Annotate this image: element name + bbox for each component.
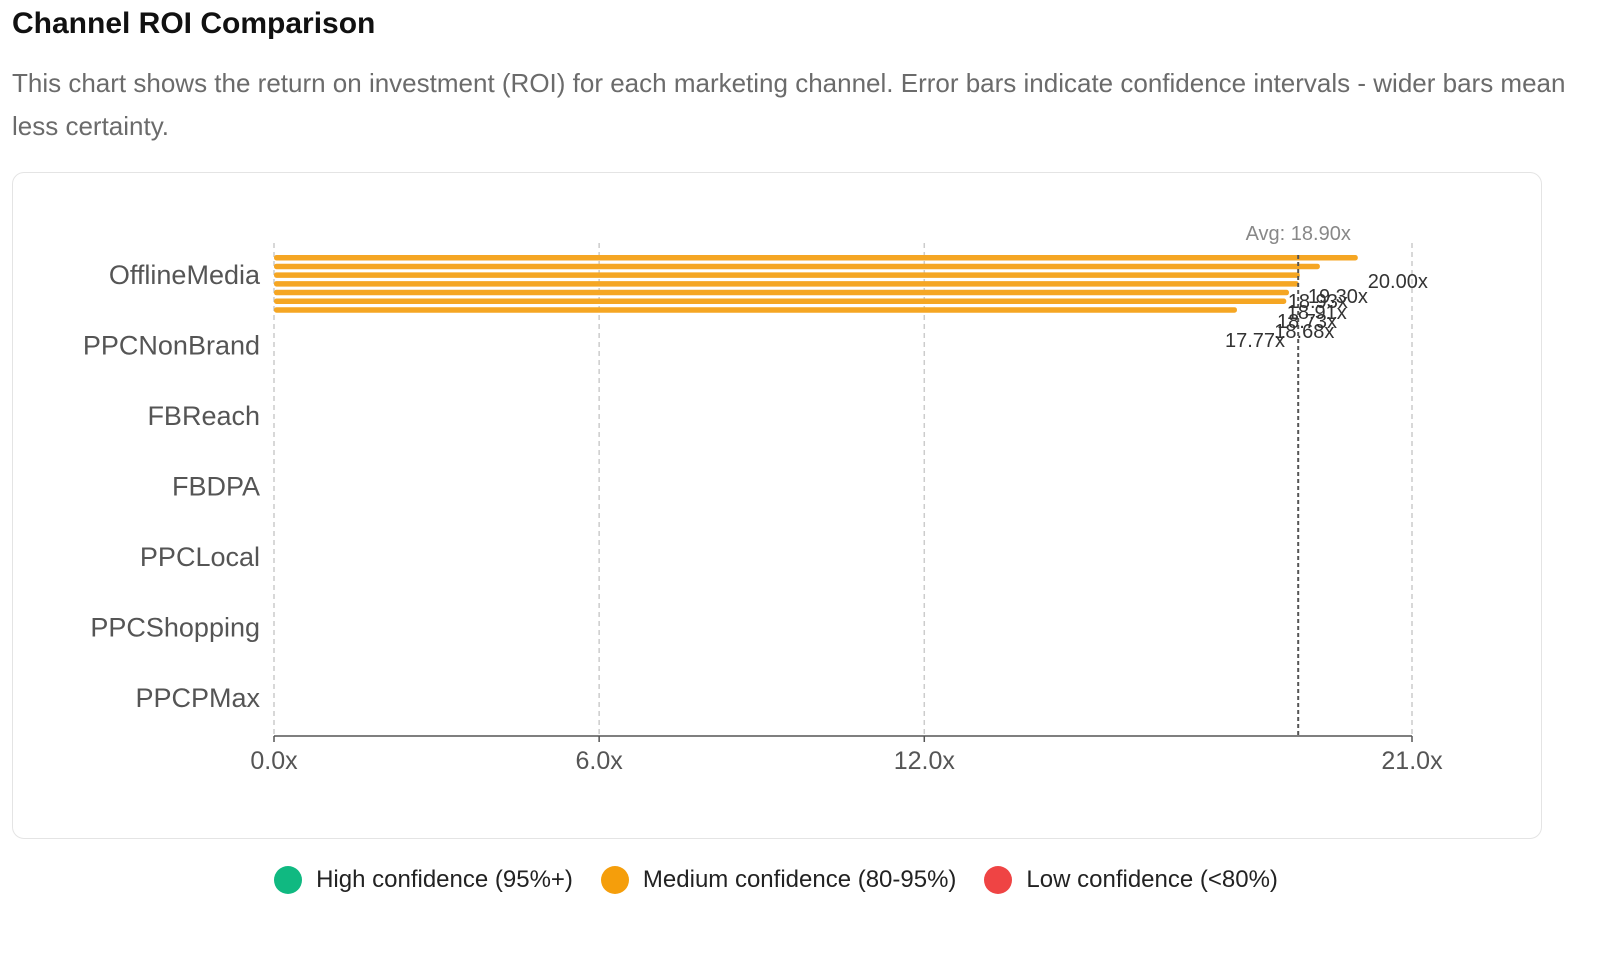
legend-label-low: Low confidence (<80%) — [1026, 866, 1278, 893]
category-label: PPCShopping — [90, 612, 260, 642]
average-reference: Avg: 18.90x — [1246, 223, 1351, 736]
bar-value-label: 17.77x — [1225, 330, 1285, 352]
legend-label-medium: Medium confidence (80-95%) — [642, 866, 957, 893]
x-axis: 0.0x 6.0x 12.0x 21.0x — [250, 735, 1443, 775]
bar-value-labels: 20.00x19.30x18.93x18.91x18.73x18.68x17.7… — [1225, 271, 1428, 352]
average-label: Avg: 18.90x — [1246, 223, 1351, 245]
page-title: Channel ROI Comparison — [12, 7, 376, 40]
category-label: FBDPA — [172, 472, 260, 502]
x-tick-label: 12.0x — [894, 747, 956, 775]
legend-item-medium: Medium confidence (80-95%) — [600, 866, 957, 894]
legend-dot-medium — [600, 866, 629, 894]
roi-bar-chart: Avg: 18.90x 0.0x 6.0x 12.0x 21.0x OfflineMe… — [83, 223, 1443, 775]
legend-item-high: High confidence (95%+) — [274, 866, 573, 894]
roi-bar[interactable] — [274, 298, 1287, 305]
chart-card: Avg: 18.90x 0.0x 6.0x 12.0x 21.0x OfflineMe… — [12, 172, 1542, 839]
roi-bar[interactable] — [274, 272, 1300, 278]
x-tick-label: 6.0x — [576, 747, 624, 775]
legend-label-high: High confidence (95%+) — [316, 866, 573, 893]
grid-lines — [273, 243, 1413, 736]
bar-series — [274, 255, 1358, 313]
legend-dot-high — [274, 866, 303, 894]
category-label: PPCNonBrand — [83, 331, 260, 361]
legend-item-low: Low confidence (<80%) — [984, 866, 1278, 894]
bar-value-label: 18.91x — [1287, 302, 1347, 324]
bar-value-label: 18.93x — [1288, 291, 1348, 313]
x-tick-label: 21.0x — [1381, 747, 1443, 775]
roi-bar[interactable] — [274, 263, 1320, 270]
roi-bar[interactable] — [274, 255, 1358, 261]
confidence-legend: High confidence (95%+) Medium confidence… — [0, 866, 1552, 894]
x-tick-label: 0.0x — [250, 747, 298, 775]
roi-bar[interactable] — [274, 289, 1289, 296]
bar-value-label: 20.00x — [1368, 271, 1428, 293]
category-label: FBReach — [147, 401, 260, 431]
y-axis-category-labels: OfflineMedia PPCNonBrand FBReach FBDPA PPCLo… — [83, 260, 261, 713]
bar-value-label: 18.73x — [1277, 311, 1337, 333]
bar-value-label: 19.30x — [1308, 286, 1368, 308]
legend-dot-low — [984, 866, 1013, 894]
category-label: PPCLocal — [140, 542, 260, 572]
bar-value-label: 18.68x — [1274, 321, 1334, 343]
category-label: OfflineMedia — [109, 260, 261, 290]
page-description: This chart shows the return on investmen… — [12, 68, 1566, 141]
roi-bar[interactable] — [274, 307, 1237, 313]
roi-bar[interactable] — [274, 281, 1299, 287]
category-label: PPCPMax — [135, 683, 260, 713]
